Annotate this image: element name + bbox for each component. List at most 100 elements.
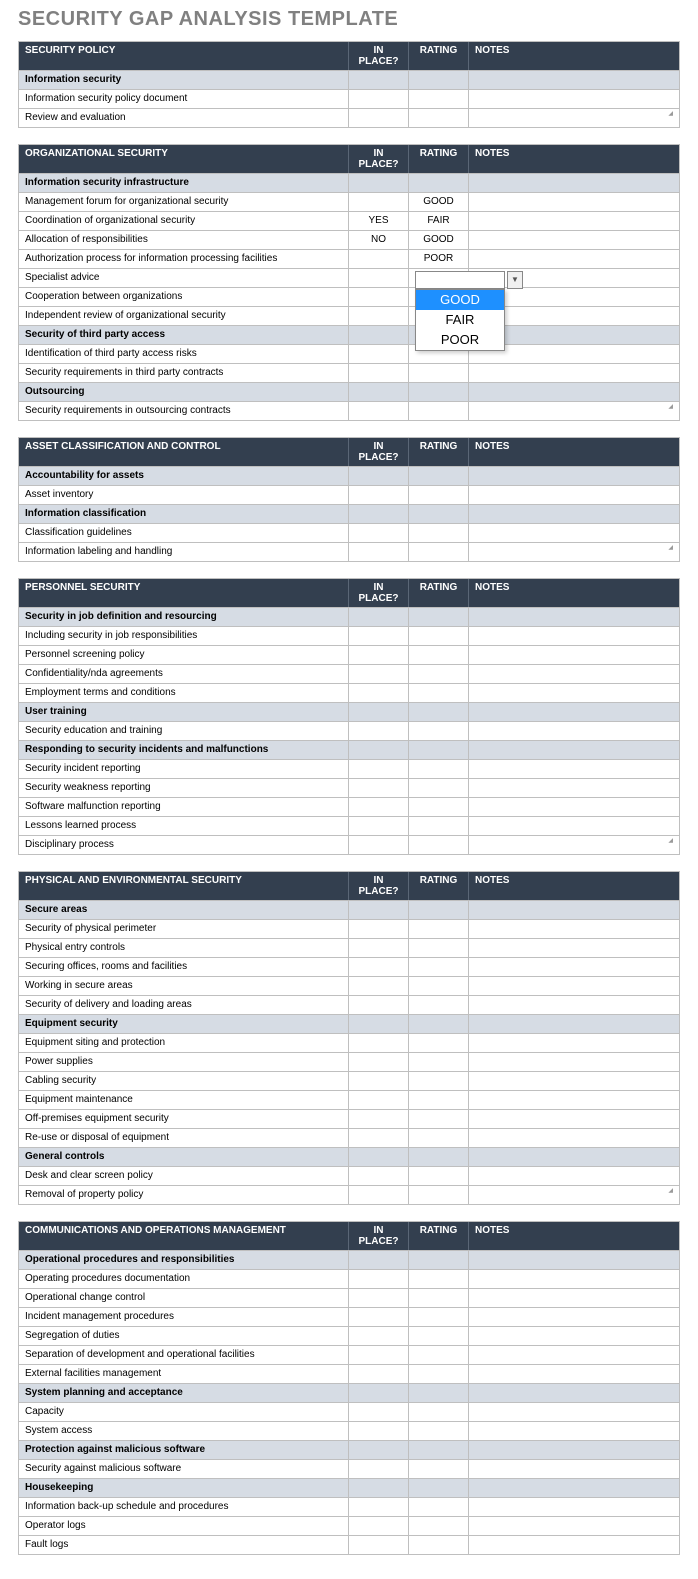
cell-notes[interactable] bbox=[469, 646, 679, 664]
cell-in-place[interactable] bbox=[349, 1034, 409, 1052]
cell-rating[interactable] bbox=[409, 1422, 469, 1440]
cell-notes[interactable] bbox=[469, 486, 679, 504]
cell-notes[interactable]: ◢ bbox=[469, 1186, 679, 1204]
cell-notes[interactable] bbox=[469, 193, 679, 211]
cell-in-place[interactable] bbox=[349, 646, 409, 664]
cell-in-place[interactable] bbox=[349, 1289, 409, 1307]
cell-in-place[interactable] bbox=[349, 1498, 409, 1516]
cell-in-place[interactable] bbox=[349, 1327, 409, 1345]
cell-in-place[interactable] bbox=[349, 90, 409, 108]
cell-notes[interactable] bbox=[469, 684, 679, 702]
cell-rating[interactable] bbox=[409, 939, 469, 957]
cell-in-place[interactable] bbox=[349, 798, 409, 816]
cell-notes[interactable] bbox=[469, 1346, 679, 1364]
resize-handle-icon[interactable]: ◢ bbox=[475, 838, 673, 844]
resize-handle-icon[interactable]: ◢ bbox=[475, 404, 673, 410]
cell-in-place[interactable] bbox=[349, 627, 409, 645]
cell-rating[interactable] bbox=[409, 920, 469, 938]
cell-in-place[interactable] bbox=[349, 939, 409, 957]
cell-notes[interactable] bbox=[469, 1403, 679, 1421]
cell-rating[interactable] bbox=[409, 90, 469, 108]
cell-rating[interactable] bbox=[409, 486, 469, 504]
cell-in-place[interactable] bbox=[349, 958, 409, 976]
cell-in-place[interactable] bbox=[349, 1091, 409, 1109]
cell-notes[interactable] bbox=[469, 1072, 679, 1090]
cell-rating[interactable] bbox=[409, 1072, 469, 1090]
cell-in-place[interactable] bbox=[349, 1167, 409, 1185]
cell-in-place[interactable] bbox=[349, 109, 409, 127]
cell-rating[interactable] bbox=[409, 1110, 469, 1128]
cell-rating[interactable] bbox=[409, 1517, 469, 1535]
cell-notes[interactable] bbox=[469, 722, 679, 740]
cell-in-place[interactable] bbox=[349, 1129, 409, 1147]
cell-rating[interactable] bbox=[409, 1167, 469, 1185]
cell-in-place[interactable] bbox=[349, 486, 409, 504]
cell-rating[interactable] bbox=[409, 817, 469, 835]
cell-rating[interactable] bbox=[409, 1308, 469, 1326]
cell-in-place[interactable] bbox=[349, 836, 409, 854]
cell-rating[interactable]: FAIR bbox=[409, 212, 469, 230]
cell-rating[interactable] bbox=[409, 665, 469, 683]
cell-in-place[interactable] bbox=[349, 345, 409, 363]
cell-notes[interactable] bbox=[469, 1422, 679, 1440]
resize-handle-icon[interactable]: ◢ bbox=[475, 545, 673, 551]
cell-in-place[interactable] bbox=[349, 1517, 409, 1535]
cell-in-place[interactable] bbox=[349, 1186, 409, 1204]
cell-rating[interactable] bbox=[409, 1346, 469, 1364]
resize-handle-icon[interactable]: ◢ bbox=[475, 1188, 673, 1194]
cell-in-place[interactable] bbox=[349, 1460, 409, 1478]
cell-in-place[interactable] bbox=[349, 193, 409, 211]
cell-notes[interactable] bbox=[469, 665, 679, 683]
cell-rating[interactable] bbox=[409, 836, 469, 854]
cell-rating[interactable] bbox=[409, 1034, 469, 1052]
cell-rating[interactable] bbox=[409, 760, 469, 778]
cell-in-place[interactable] bbox=[349, 1110, 409, 1128]
cell-notes[interactable]: ◢ bbox=[469, 402, 679, 420]
rating-dropdown-option[interactable]: POOR bbox=[416, 330, 504, 350]
cell-rating[interactable] bbox=[409, 524, 469, 542]
cell-rating[interactable] bbox=[409, 1186, 469, 1204]
cell-rating[interactable] bbox=[409, 1129, 469, 1147]
rating-dropdown-input[interactable] bbox=[415, 271, 505, 289]
cell-rating[interactable] bbox=[409, 627, 469, 645]
cell-notes[interactable] bbox=[469, 1167, 679, 1185]
cell-rating[interactable] bbox=[409, 1460, 469, 1478]
cell-notes[interactable] bbox=[469, 996, 679, 1014]
cell-rating[interactable]: POOR bbox=[409, 250, 469, 268]
cell-rating[interactable] bbox=[409, 1289, 469, 1307]
cell-in-place[interactable] bbox=[349, 817, 409, 835]
cell-rating[interactable] bbox=[409, 1498, 469, 1516]
cell-notes[interactable] bbox=[469, 1034, 679, 1052]
cell-notes[interactable] bbox=[469, 1308, 679, 1326]
cell-in-place[interactable] bbox=[349, 1270, 409, 1288]
cell-rating[interactable]: GOOD bbox=[409, 193, 469, 211]
cell-rating[interactable]: ▼GOODFAIRPOOR bbox=[409, 269, 469, 287]
cell-in-place[interactable] bbox=[349, 1346, 409, 1364]
cell-in-place[interactable]: YES bbox=[349, 212, 409, 230]
rating-dropdown-option[interactable]: GOOD bbox=[416, 290, 504, 310]
cell-rating[interactable] bbox=[409, 402, 469, 420]
cell-notes[interactable] bbox=[469, 1517, 679, 1535]
cell-notes[interactable] bbox=[469, 779, 679, 797]
cell-notes[interactable] bbox=[469, 760, 679, 778]
cell-rating[interactable] bbox=[409, 977, 469, 995]
cell-in-place[interactable] bbox=[349, 779, 409, 797]
cell-notes[interactable] bbox=[469, 1053, 679, 1071]
resize-handle-icon[interactable]: ◢ bbox=[475, 111, 673, 117]
cell-in-place[interactable] bbox=[349, 1403, 409, 1421]
cell-notes[interactable] bbox=[469, 977, 679, 995]
cell-notes[interactable]: ◢ bbox=[469, 836, 679, 854]
cell-rating[interactable] bbox=[409, 1365, 469, 1383]
cell-rating[interactable] bbox=[409, 543, 469, 561]
cell-in-place[interactable] bbox=[349, 288, 409, 306]
cell-notes[interactable] bbox=[469, 817, 679, 835]
cell-in-place[interactable] bbox=[349, 722, 409, 740]
cell-rating[interactable] bbox=[409, 996, 469, 1014]
cell-rating[interactable] bbox=[409, 798, 469, 816]
cell-in-place[interactable] bbox=[349, 665, 409, 683]
cell-in-place[interactable] bbox=[349, 269, 409, 287]
cell-rating[interactable] bbox=[409, 722, 469, 740]
cell-in-place[interactable] bbox=[349, 307, 409, 325]
cell-notes[interactable] bbox=[469, 1091, 679, 1109]
cell-notes[interactable] bbox=[469, 1129, 679, 1147]
